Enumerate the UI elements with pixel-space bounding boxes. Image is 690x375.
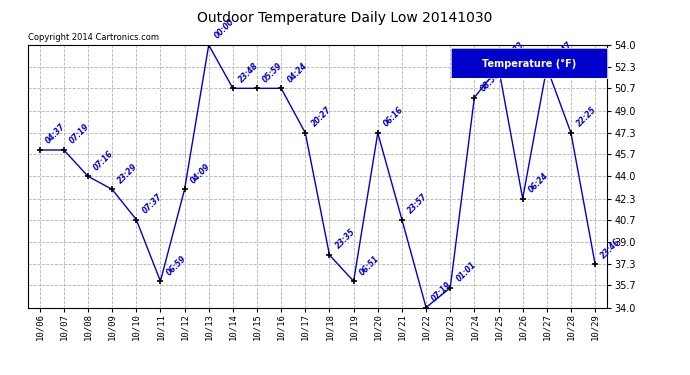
Text: 23:46: 23:46 bbox=[600, 237, 622, 260]
Text: 23:29: 23:29 bbox=[117, 162, 139, 185]
Text: 20:27: 20:27 bbox=[310, 105, 333, 129]
Text: 05:59: 05:59 bbox=[262, 61, 284, 84]
Text: 06:24: 06:24 bbox=[527, 171, 550, 194]
Text: 07:19: 07:19 bbox=[68, 123, 91, 146]
Text: 06:16: 06:16 bbox=[382, 105, 405, 129]
Text: Copyright 2014 Cartronics.com: Copyright 2014 Cartronics.com bbox=[28, 33, 159, 42]
Text: 01:01: 01:01 bbox=[455, 260, 477, 284]
Text: 07:16: 07:16 bbox=[92, 149, 115, 172]
Text: Outdoor Temperature Daily Low 20141030: Outdoor Temperature Daily Low 20141030 bbox=[197, 11, 493, 25]
Text: 04:37: 04:37 bbox=[44, 123, 67, 146]
Text: 23:33: 23:33 bbox=[503, 40, 526, 63]
Text: 06:59: 06:59 bbox=[165, 254, 188, 277]
Text: 00:47: 00:47 bbox=[551, 40, 574, 63]
Text: 23:48: 23:48 bbox=[237, 61, 260, 84]
Text: 04:09: 04:09 bbox=[189, 162, 212, 185]
Text: 23:35: 23:35 bbox=[334, 228, 357, 251]
Text: 23:57: 23:57 bbox=[406, 192, 429, 215]
Text: 06:51: 06:51 bbox=[358, 254, 381, 277]
Text: 07:19: 07:19 bbox=[431, 280, 453, 303]
Text: 07:37: 07:37 bbox=[141, 192, 164, 215]
Text: 00:00: 00:00 bbox=[213, 18, 236, 41]
Text: 08:55: 08:55 bbox=[479, 70, 502, 93]
Text: 04:24: 04:24 bbox=[286, 61, 308, 84]
Text: 22:25: 22:25 bbox=[575, 105, 598, 129]
